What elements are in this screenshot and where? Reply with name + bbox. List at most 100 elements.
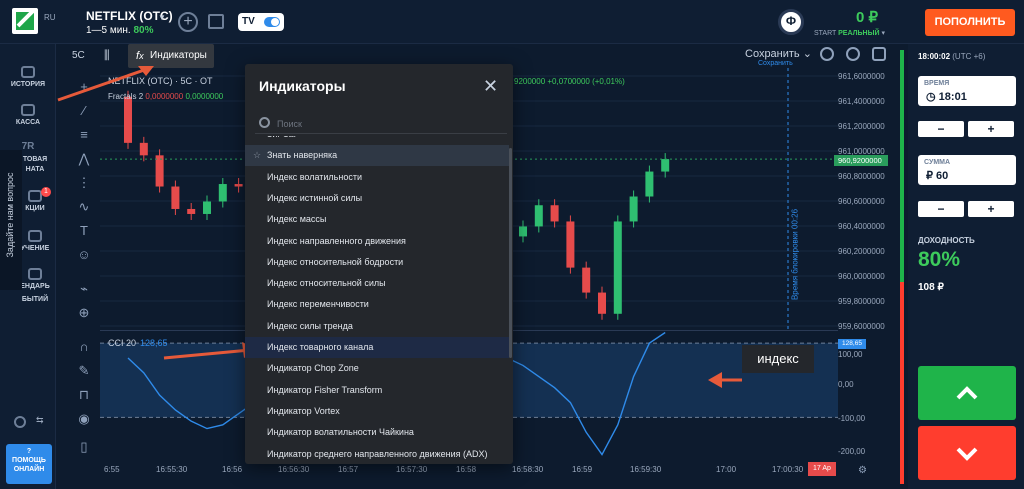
indicator-item[interactable]: Индикатор Chop Zone xyxy=(245,358,509,379)
candle xyxy=(203,201,211,214)
sidebar-item-calendar[interactable]: ЕНДАРЬ xyxy=(0,268,56,290)
tradingview-toggle[interactable]: TV xyxy=(238,13,284,31)
time-increase-button[interactable]: + xyxy=(968,121,1014,137)
price-axis-label: 960,4000000 xyxy=(838,222,885,231)
sell-down-button[interactable] xyxy=(918,426,1016,480)
indicator-item-label: Индекс относительной силы xyxy=(267,278,386,289)
crosshair-icon[interactable]: + xyxy=(80,79,88,94)
indicator-item[interactable]: Индекс волатильности xyxy=(245,167,509,188)
asset-dropdown-icon[interactable]: ▼ xyxy=(158,13,166,22)
search-field[interactable] xyxy=(255,114,507,134)
indicator-item[interactable]: Индекс переменчивости xyxy=(245,294,509,315)
sidebar-item-label-tovaya[interactable]: ТОВАЯ xyxy=(22,156,48,163)
amount-label: СУММА xyxy=(924,159,951,166)
expand-icon[interactable]: ⇆ xyxy=(36,415,44,425)
emoji-icon[interactable]: ☺ xyxy=(77,247,91,262)
camera-icon[interactable] xyxy=(872,47,886,61)
indicator-item[interactable]: Индикатор среднего направленного движени… xyxy=(245,444,509,465)
horizontal-lines-icon[interactable]: ≡ xyxy=(80,127,88,142)
search-icon xyxy=(259,117,270,128)
time-axis-label: 16:59:30 xyxy=(630,465,662,474)
sidebar-item-history[interactable]: ИСТОРИЯ xyxy=(0,66,56,88)
calendar-icon[interactable] xyxy=(208,14,224,29)
tradingview-label: TV xyxy=(242,16,255,27)
add-asset-button[interactable]: + xyxy=(178,12,198,32)
candle xyxy=(613,221,622,314)
indicator-item[interactable]: ☆ Знать наверняка xyxy=(245,145,509,167)
indicator-item[interactable]: Индекс относительной силы xyxy=(245,273,509,294)
buy-up-button[interactable] xyxy=(918,366,1016,420)
candle xyxy=(519,226,527,237)
sidebar-item-label-nata[interactable]: НАТА xyxy=(25,166,45,173)
sidebar-item-cashier[interactable]: КАССА xyxy=(0,104,56,126)
indicator-item[interactable]: Индекс силы тренда xyxy=(245,316,509,337)
zoom-icon[interactable]: ⊕ xyxy=(78,305,90,320)
candles-icon[interactable]: ⫼ xyxy=(104,48,110,62)
indicator-item[interactable]: Индекс массы xyxy=(245,209,509,230)
indicator-item[interactable]: Индекс направленного движения xyxy=(245,231,509,252)
brush-icon[interactable]: ∿ xyxy=(78,199,90,214)
indicator-item[interactable]: Индикатор Fisher Transform xyxy=(245,380,509,401)
amount-value[interactable]: ₽ 60 xyxy=(926,170,949,182)
top-bar: RU NETFLIX (OTC) ▼ 1—5 мин. 80% + TV 0 ₽… xyxy=(0,0,1024,44)
amount-field[interactable]: СУММА ₽ 60 xyxy=(918,155,1016,185)
indicator-item[interactable]: Индикатор Vortex xyxy=(245,401,509,422)
ruler-icon[interactable]: ⌁ xyxy=(80,281,88,296)
pencil-lock-icon[interactable]: ✎ xyxy=(78,363,90,378)
time-field[interactable]: ВРЕМЯ ◷ 18:01 xyxy=(918,76,1016,106)
indicator-item[interactable]: Индикатор волатильности Чайкина xyxy=(245,422,509,443)
search-input[interactable] xyxy=(277,116,497,132)
star-icon[interactable]: ☆ xyxy=(253,150,262,161)
time-decrease-button[interactable]: − xyxy=(918,121,964,137)
help-online-button[interactable]: ? ПОМОЩЬ ОНЛАЙН xyxy=(6,444,52,484)
time-value: ◷ 18:01 xyxy=(926,90,967,103)
avatar[interactable] xyxy=(778,9,804,35)
fib-icon[interactable]: ⋮ xyxy=(77,175,91,190)
indicator-item[interactable]: Индекс товарного канала xyxy=(245,337,509,358)
ask-question-label[interactable]: Задайте нам вопрос xyxy=(5,172,15,258)
amount-decrease-button[interactable]: − xyxy=(918,201,964,217)
language-label[interactable]: RU xyxy=(44,13,56,22)
sidebar-item-7r[interactable]: 7R xyxy=(21,141,35,152)
close-icon[interactable]: ✕ xyxy=(483,76,499,96)
eye-icon[interactable]: ◉ xyxy=(78,411,90,426)
ask-question-tab[interactable] xyxy=(0,150,22,290)
amount-increase-button[interactable]: + xyxy=(968,201,1014,217)
pattern-icon[interactable]: ⋀ xyxy=(78,151,90,166)
scrollbar[interactable] xyxy=(509,148,512,358)
price-axis-label: 960,2000000 xyxy=(838,247,885,256)
cci-name: CCI 20 xyxy=(108,338,137,348)
save-sub-label[interactable]: Сохранить xyxy=(758,60,793,67)
logo[interactable] xyxy=(12,8,38,34)
settings-icon[interactable] xyxy=(14,416,26,428)
deposit-button[interactable]: ПОПОЛНИТЬ xyxy=(925,9,1015,36)
timeframe-button[interactable]: 5С xyxy=(72,50,85,61)
indicator-item-label: Индекс массы xyxy=(267,214,327,225)
current-price-badge: 960,9200000 xyxy=(834,155,888,166)
sidebar-item-label: УЧЕНИЕ xyxy=(20,245,50,252)
text-icon[interactable]: T xyxy=(80,223,88,238)
clock-settings-icon[interactable] xyxy=(820,47,834,61)
balance-amount[interactable]: 0 ₽ xyxy=(855,9,878,26)
lock-icon[interactable]: ⊓ xyxy=(78,387,90,402)
save-button[interactable]: Сохранить ⌄ xyxy=(745,48,812,60)
indicators-button[interactable]: fx Индикаторы xyxy=(128,44,214,68)
magnet-icon[interactable]: ∩ xyxy=(79,339,89,354)
sidebar-item-label: ИСТОРИЯ xyxy=(10,81,46,88)
sidebar-item-education[interactable]: УЧЕНИЕ xyxy=(0,230,56,252)
asset-name[interactable]: NETFLIX (OTC) xyxy=(86,9,173,23)
indicator-item-label: Индикатор среднего направленного движени… xyxy=(267,448,488,459)
indicator-item[interactable]: Индекс истинной силы xyxy=(245,188,509,209)
sidebar-item-promotions[interactable]: КЦИИ xyxy=(0,190,56,212)
chart-symbol: NETFLIX (OTC) · 5С · xyxy=(108,76,198,86)
indicator-item[interactable]: Зиг Заг xyxy=(245,136,509,145)
gear-icon[interactable] xyxy=(846,47,860,61)
trash-icon[interactable]: ▯ xyxy=(80,439,88,454)
indicators-list[interactable]: Зиг Заг ☆ Знать наверняка Индекс волатильно… xyxy=(245,136,509,464)
sidebar-item-label-events[interactable]: БЫТИЙ xyxy=(21,296,49,303)
chart-settings-icon[interactable]: ⚙ xyxy=(858,465,867,476)
trend-line-icon[interactable]: ⁄ xyxy=(82,103,86,118)
indicator-item[interactable]: Индекс относительной бодрости xyxy=(245,252,509,273)
help-icon: ? xyxy=(26,448,32,455)
balance-mode[interactable]: START РЕАЛЬНЫЙ ▾ xyxy=(814,30,885,37)
